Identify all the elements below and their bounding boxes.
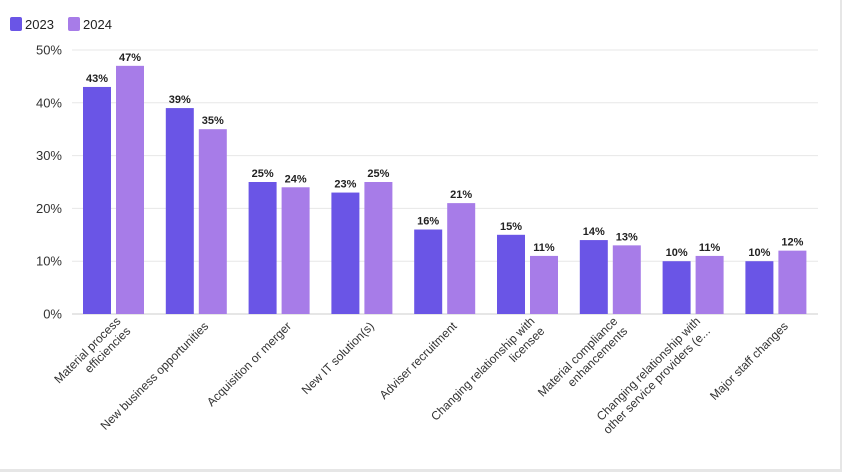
data-label-2024-0: 47%	[119, 52, 141, 64]
x-tick-label-2: Acquisition or merger	[204, 319, 294, 409]
data-label-2024-1: 35%	[202, 115, 224, 127]
x-tick-label-3: New IT solution(s)	[299, 319, 377, 397]
x-tick-label-8: Major staff changes	[707, 319, 791, 403]
legend-swatch-0	[10, 17, 22, 31]
frame-border-bottom	[0, 469, 842, 472]
data-label-2023-0: 43%	[86, 73, 108, 85]
y-tick-label-0: 0%	[43, 307, 62, 322]
y-tick-label-4: 40%	[36, 95, 62, 110]
data-label-2024-6: 13%	[616, 231, 638, 243]
y-tick-label-1: 10%	[36, 254, 62, 269]
y-axis: 0% 10% 20% 30% 40% 50%	[36, 43, 62, 322]
data-label-2024-7: 11%	[699, 242, 721, 254]
data-label-2023-8: 10%	[748, 247, 770, 259]
legend: 2023 2024	[10, 17, 112, 32]
data-labels: 43% 47% 39% 35% 25% 24% 23% 25% 16% 21% 15% 11% 14% 1…	[86, 52, 804, 259]
data-label-2024-8: 12%	[781, 237, 803, 249]
legend-label-0: 2023	[25, 17, 54, 32]
data-label-2023-5: 15%	[500, 221, 522, 233]
legend-swatch-1	[68, 17, 80, 31]
bar-2023-5[interactable]	[497, 234, 525, 314]
bar-2023-2[interactable]	[248, 182, 277, 314]
bar-2023-3[interactable]	[331, 192, 360, 314]
bar-2024-4[interactable]	[447, 203, 476, 314]
data-label-2024-3: 25%	[367, 168, 389, 180]
data-label-2023-2: 25%	[252, 168, 274, 180]
bar-2024-7[interactable]	[695, 255, 724, 314]
data-label-2023-4: 16%	[417, 216, 439, 228]
data-label-2024-2: 24%	[285, 173, 307, 185]
data-label-2024-4: 21%	[450, 189, 472, 201]
bar-2024-2[interactable]	[281, 187, 310, 314]
bar-2024-0[interactable]	[116, 65, 144, 314]
y-tick-label-5: 50%	[36, 43, 62, 58]
bar-2024-6[interactable]	[612, 245, 641, 314]
bar-2023-0[interactable]	[83, 86, 111, 315]
bar-2024-8[interactable]	[778, 250, 807, 314]
bar-2023-1[interactable]	[165, 108, 194, 314]
frame-border-right	[840, 0, 842, 472]
bar-2023-8[interactable]	[745, 261, 774, 314]
x-tick-label-4: Adviser recruitment	[377, 319, 460, 402]
x-tick-label-0: Material processefficiencies	[51, 314, 133, 396]
data-label-2023-6: 14%	[583, 226, 605, 238]
bar-2023-7[interactable]	[662, 261, 691, 314]
data-label-2023-3: 23%	[334, 179, 356, 191]
y-tick-label-3: 30%	[36, 148, 62, 163]
bar-2024-3[interactable]	[364, 182, 393, 314]
data-label-2024-5: 11%	[533, 242, 555, 254]
bars	[83, 65, 807, 315]
data-label-2023-7: 10%	[666, 247, 688, 259]
bar-2024-5[interactable]	[530, 255, 558, 314]
legend-label-1: 2024	[83, 17, 112, 32]
bar-2023-6[interactable]	[579, 240, 608, 314]
data-label-2023-1: 39%	[169, 94, 191, 106]
gridlines	[72, 49, 818, 315]
bar-2024-1[interactable]	[198, 129, 227, 314]
y-tick-label-2: 20%	[36, 201, 62, 216]
bar-2023-4[interactable]	[414, 229, 443, 314]
